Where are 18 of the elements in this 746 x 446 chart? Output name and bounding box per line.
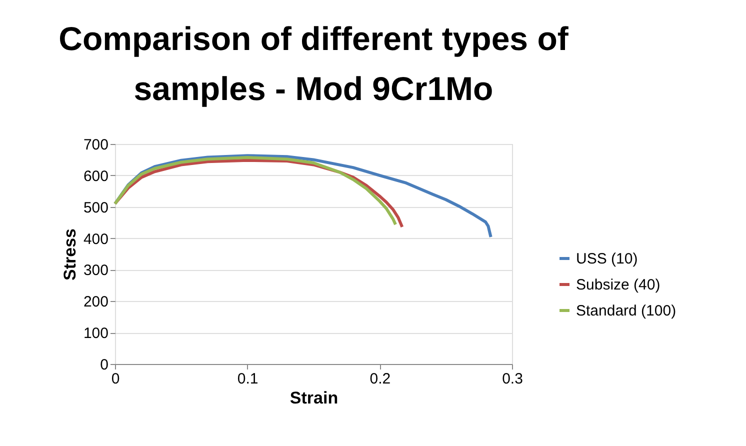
x-tick-label: 0.1 xyxy=(237,370,258,388)
y-tick-label: 200 xyxy=(83,294,108,311)
y-tick-label: 600 xyxy=(83,168,108,185)
legend-label: Standard (100) xyxy=(576,302,676,320)
y-tick-label: 300 xyxy=(83,262,108,280)
y-tick-label: 400 xyxy=(83,230,108,248)
x-tick-label: 0.3 xyxy=(502,370,523,388)
y-tick-label: 500 xyxy=(83,199,108,216)
y-tick-label: 700 xyxy=(83,136,108,154)
y-tick-label: 100 xyxy=(83,325,108,342)
y-axis-title: Stress xyxy=(60,228,80,280)
legend-label: USS (10) xyxy=(576,250,638,268)
legend-label: Subsize (40) xyxy=(576,276,660,294)
chart-title: Comparison of different types of samples - Mod 9Cr1Mo xyxy=(58,20,570,107)
y-tick-label: 0 xyxy=(100,356,108,374)
x-tick-label: 0.2 xyxy=(370,370,391,388)
x-tick-label: 0 xyxy=(111,370,120,388)
x-axis-title: Strain xyxy=(290,388,338,408)
